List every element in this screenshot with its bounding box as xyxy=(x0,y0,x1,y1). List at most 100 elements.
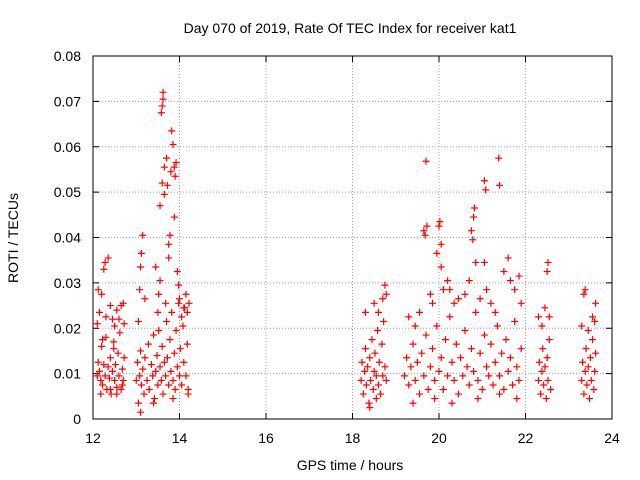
data-point xyxy=(132,376,140,384)
data-point xyxy=(580,390,588,398)
data-point xyxy=(504,367,512,375)
data-point xyxy=(114,349,122,357)
data-point xyxy=(431,376,439,384)
data-point xyxy=(100,361,108,369)
data-point xyxy=(173,363,181,371)
data-point xyxy=(184,390,192,398)
data-point xyxy=(379,295,387,303)
data-point xyxy=(150,399,158,407)
data-point xyxy=(463,363,471,371)
data-point xyxy=(470,367,478,375)
data-point xyxy=(584,327,592,335)
data-point xyxy=(364,363,372,371)
data-point xyxy=(421,231,429,239)
data-point xyxy=(97,390,105,398)
data-point xyxy=(381,363,389,371)
data-point xyxy=(179,322,187,330)
data-point xyxy=(502,336,510,344)
data-point xyxy=(418,349,426,357)
data-point xyxy=(403,354,411,362)
data-point xyxy=(372,372,380,380)
data-point xyxy=(111,361,119,369)
data-point xyxy=(119,299,127,307)
data-point xyxy=(579,358,587,366)
y-tick-labels: 0 0.01 0.02 0.03 0.04 0.05 0.06 0.07 0.08 xyxy=(54,48,81,427)
chart-title: Day 070 of 2019, Rate Of TEC Index for r… xyxy=(184,20,517,36)
data-point xyxy=(149,372,157,380)
data-point xyxy=(382,290,390,298)
data-point xyxy=(476,295,484,303)
data-point xyxy=(140,390,148,398)
data-point xyxy=(367,376,375,384)
data-point xyxy=(361,345,369,353)
data-point xyxy=(136,286,144,294)
data-point xyxy=(183,308,191,316)
data-point xyxy=(104,363,112,371)
data-point xyxy=(115,372,123,380)
data-point xyxy=(172,159,180,167)
data-point xyxy=(150,395,158,403)
data-point xyxy=(491,308,499,316)
data-point xyxy=(369,386,377,394)
data-point xyxy=(547,386,555,394)
data-point xyxy=(431,395,439,403)
data-point xyxy=(583,381,591,389)
data-point xyxy=(166,336,174,344)
data-point xyxy=(539,345,547,353)
data-point xyxy=(104,254,112,262)
data-point xyxy=(496,390,504,398)
data-point xyxy=(159,88,167,96)
data-point xyxy=(156,363,164,371)
data-point xyxy=(113,390,121,398)
data-point xyxy=(506,277,514,285)
data-point xyxy=(182,372,190,380)
data-point xyxy=(444,277,452,285)
data-point xyxy=(166,231,174,239)
data-point xyxy=(171,172,179,180)
data-point xyxy=(180,304,188,312)
data-point xyxy=(435,367,443,375)
y-tick-label: 0.05 xyxy=(54,184,81,200)
data-point xyxy=(422,157,430,165)
data-point xyxy=(152,263,160,271)
data-point xyxy=(108,315,116,323)
data-point xyxy=(93,320,101,328)
data-point xyxy=(382,376,390,384)
data-point xyxy=(461,290,469,298)
data-point xyxy=(137,408,145,416)
data-point xyxy=(99,381,107,389)
data-point xyxy=(407,363,415,371)
data-point xyxy=(105,374,113,382)
data-point xyxy=(370,367,378,375)
data-point xyxy=(515,376,523,384)
data-point xyxy=(163,317,171,325)
data-point xyxy=(454,390,462,398)
data-point xyxy=(587,376,595,384)
data-point xyxy=(120,320,128,328)
data-point xyxy=(139,365,147,373)
data-point xyxy=(102,313,110,321)
data-point xyxy=(178,381,186,389)
data-point xyxy=(150,331,158,339)
data-point xyxy=(437,263,445,271)
data-point xyxy=(426,363,434,371)
y-tick-label: 0.01 xyxy=(54,366,81,382)
data-point xyxy=(513,363,521,371)
y-axis-label: ROTI / TECUs xyxy=(5,193,21,283)
data-point xyxy=(94,358,102,366)
data-point xyxy=(379,372,387,380)
data-point xyxy=(436,218,444,226)
data-point xyxy=(137,347,145,355)
data-point xyxy=(591,317,599,325)
data-point xyxy=(534,376,542,384)
data-point xyxy=(472,258,480,266)
data-point xyxy=(545,336,553,344)
data-point xyxy=(162,299,170,307)
data-point xyxy=(448,358,456,366)
data-point xyxy=(472,308,480,316)
data-point xyxy=(169,376,177,384)
data-point xyxy=(152,367,160,375)
data-point xyxy=(537,390,545,398)
data-point xyxy=(416,390,424,398)
